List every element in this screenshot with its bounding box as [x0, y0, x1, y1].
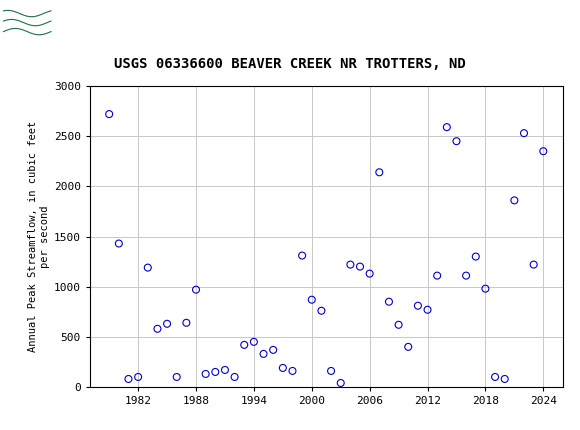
- Point: [124, 375, 133, 382]
- Point: [327, 368, 336, 375]
- Point: [539, 148, 548, 155]
- Point: [500, 375, 509, 382]
- Point: [346, 261, 355, 268]
- Point: [404, 344, 413, 350]
- Bar: [3, 3, 52, 42]
- Point: [423, 306, 432, 313]
- Point: [356, 263, 365, 270]
- Y-axis label: Annual Peak Streamflow, in cubic feet
per second: Annual Peak Streamflow, in cubic feet pe…: [28, 121, 50, 352]
- Point: [452, 138, 461, 144]
- Point: [414, 302, 423, 309]
- Point: [191, 286, 201, 293]
- Point: [288, 368, 297, 375]
- Point: [220, 366, 230, 373]
- Point: [529, 261, 538, 268]
- Point: [162, 320, 172, 327]
- Point: [481, 285, 490, 292]
- Point: [317, 307, 326, 314]
- Point: [201, 371, 211, 378]
- Point: [442, 124, 451, 131]
- Point: [104, 111, 114, 117]
- Point: [385, 298, 394, 305]
- Point: [182, 319, 191, 326]
- Point: [519, 130, 528, 137]
- Point: [365, 270, 374, 277]
- Point: [462, 272, 471, 279]
- Point: [133, 374, 143, 381]
- Point: [230, 374, 239, 381]
- Point: [433, 272, 442, 279]
- Point: [471, 253, 480, 260]
- Point: [240, 341, 249, 348]
- Point: [336, 380, 345, 387]
- Point: [307, 296, 317, 303]
- Point: [249, 338, 259, 345]
- Point: [153, 326, 162, 332]
- Text: USGS 06336600 BEAVER CREEK NR TROTTERS, ND: USGS 06336600 BEAVER CREEK NR TROTTERS, …: [114, 58, 466, 71]
- Point: [278, 365, 288, 372]
- Point: [298, 252, 307, 259]
- Point: [114, 240, 124, 247]
- Point: [375, 169, 384, 176]
- Point: [269, 347, 278, 353]
- Point: [491, 374, 500, 381]
- Point: [211, 369, 220, 375]
- Point: [172, 374, 182, 381]
- Point: [510, 197, 519, 204]
- Point: [394, 321, 403, 328]
- Text: USGS: USGS: [58, 14, 109, 31]
- Point: [259, 350, 268, 357]
- Point: [143, 264, 153, 271]
